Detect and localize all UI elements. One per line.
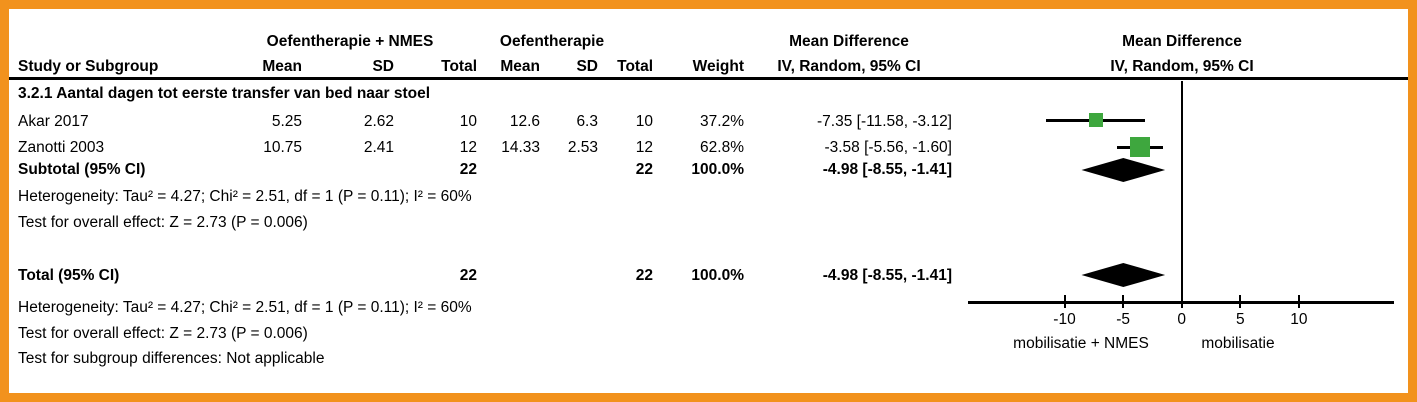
study-mean1: 5.25 — [271, 113, 302, 130]
col-header-total2: Total — [617, 58, 653, 75]
axis-tick-label: -5 — [1116, 311, 1130, 328]
total-total1: 22 — [459, 267, 477, 284]
total-overall-effect-text: Test for overall effect: Z = 2.73 (P = 0… — [18, 325, 308, 342]
mean-difference-graph-header: Mean Difference — [1122, 33, 1242, 50]
study-sd1: 2.62 — [363, 113, 394, 130]
total-total2: 22 — [635, 267, 653, 284]
axis-tick-label: 0 — [1177, 311, 1186, 328]
col-header-weight: Weight — [692, 58, 744, 75]
subtotal-weight: 100.0% — [691, 161, 744, 178]
effect-square — [1129, 137, 1150, 157]
subtotal-total1: 22 — [459, 161, 477, 178]
total-label: Total (95% CI) — [18, 267, 120, 284]
total-ci-text: -4.98 [-8.55, -1.41] — [822, 267, 952, 284]
total-weight: 100.0% — [691, 267, 744, 284]
group1-header: Oefentherapie + NMES — [266, 33, 434, 50]
study-mean2: 12.6 — [509, 113, 540, 130]
study-name: Akar 2017 — [18, 113, 89, 130]
col-header-ci-stats: IV, Random, 95% CI — [777, 58, 921, 75]
subtotal-total2: 22 — [635, 161, 653, 178]
study-ci-text: -3.58 [-5.56, -1.60] — [824, 139, 952, 156]
study-name: Zanotti 2003 — [18, 139, 105, 156]
col-header-study: Study or Subgroup — [18, 58, 159, 75]
study-total1: 10 — [459, 113, 477, 130]
axis-tick — [1122, 295, 1125, 308]
subgroup-heterogeneity-text: Heterogeneity: Tau² = 4.27; Chi² = 2.51,… — [18, 188, 472, 205]
effect-square — [1088, 113, 1103, 127]
study-weight: 37.2% — [700, 113, 744, 130]
subgroup-title: 3.2.1 Aantal dagen tot eerste transfer v… — [18, 85, 431, 102]
subgroup-overall-effect-text: Test for overall effect: Z = 2.73 (P = 0… — [18, 214, 308, 231]
study-sd2: 6.3 — [576, 113, 598, 130]
study-total2: 10 — [635, 113, 653, 130]
mean-difference-stats-header: Mean Difference — [789, 33, 909, 50]
study-total1: 12 — [459, 139, 477, 156]
col-header-sd2: SD — [576, 58, 598, 75]
subtotal-ci-text: -4.98 [-8.55, -1.41] — [822, 161, 952, 178]
subtotal-label: Subtotal (95% CI) — [18, 161, 146, 178]
study-sd1: 2.41 — [363, 139, 394, 156]
study-mean2: 14.33 — [501, 139, 540, 156]
axis-label-left: mobilisatie + NMES — [1013, 335, 1149, 352]
study-total2: 12 — [635, 139, 653, 156]
axis-tick — [1180, 295, 1183, 308]
col-header-total1: Total — [441, 58, 477, 75]
study-ci-text: -7.35 [-11.58, -3.12] — [817, 113, 952, 130]
axis-tick-label: 10 — [1290, 311, 1308, 328]
axis-tick-label: -10 — [1053, 311, 1076, 328]
subgroup-differences-text: Test for subgroup differences: Not appli… — [18, 350, 325, 367]
study-mean1: 10.75 — [263, 139, 302, 156]
total-heterogeneity-text: Heterogeneity: Tau² = 4.27; Chi² = 2.51,… — [18, 299, 472, 316]
col-header-ci-graph: IV, Random, 95% CI — [1110, 58, 1254, 75]
col-header-mean2: Mean — [500, 58, 540, 75]
group2-header: Oefentherapie — [499, 33, 605, 50]
study-weight: 62.8% — [700, 139, 744, 156]
study-sd2: 2.53 — [567, 139, 598, 156]
col-header-mean1: Mean — [262, 58, 302, 75]
axis-tick — [1063, 295, 1066, 308]
axis-tick — [1239, 295, 1242, 308]
axis-tick-label: 5 — [1235, 311, 1245, 328]
axis-label-right: mobilisatie — [1201, 335, 1275, 352]
summary-diamond — [1081, 263, 1166, 287]
zero-effect-line — [1180, 81, 1183, 301]
axis-tick — [1297, 295, 1300, 308]
header-divider-line — [9, 77, 1408, 80]
summary-diamond — [1081, 158, 1166, 182]
col-header-sd1: SD — [372, 58, 394, 75]
